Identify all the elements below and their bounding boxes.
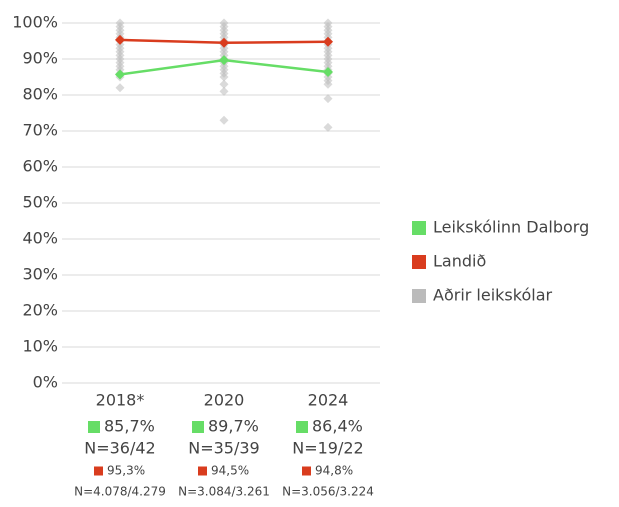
y-tick-label: 20% (22, 301, 58, 320)
scatter-point (323, 79, 333, 89)
y-tick-label: 90% (22, 49, 58, 68)
y-tick-label: 100% (12, 13, 58, 32)
marker (323, 36, 333, 47)
legend-swatch (198, 466, 207, 476)
y-tick-label: 70% (22, 121, 58, 140)
legend-swatch (412, 221, 426, 235)
legend-swatch (192, 421, 204, 433)
y-tick-label: 0% (33, 373, 58, 392)
legend-swatch (94, 466, 103, 476)
value-label: 86,4% (312, 417, 363, 436)
x-tick-label: 2024 (308, 391, 349, 410)
legend-label: Leikskólinn Dalborg (433, 218, 589, 237)
x-tick-label: 2018* (96, 391, 145, 410)
legend-swatch (412, 289, 426, 303)
marker (323, 66, 333, 77)
marker (219, 37, 229, 48)
legend-label: Landið (433, 252, 486, 271)
legend-swatch (88, 421, 100, 433)
scatter-point (323, 122, 333, 132)
scatter-point (323, 94, 333, 104)
scatter-point (219, 86, 229, 96)
scatter-point (219, 72, 229, 82)
y-tick-label: 50% (22, 193, 58, 212)
value-label: 95,3% (107, 464, 145, 478)
n-label: N=19/22 (292, 439, 363, 458)
n-label: N=3.056/3.224 (282, 485, 374, 499)
value-label: 94,5% (211, 464, 249, 478)
scatter-point (115, 83, 125, 93)
n-label: N=4.078/4.279 (74, 485, 166, 499)
legend-label: Aðrir leikskólar (433, 286, 552, 305)
legend-swatch (296, 421, 308, 433)
value-label: 94,8% (315, 464, 353, 478)
scatter-point (219, 115, 229, 125)
marker (219, 55, 229, 66)
marker (115, 69, 125, 80)
y-tick-label: 60% (22, 157, 58, 176)
marker (115, 34, 125, 45)
y-tick-label: 10% (22, 337, 58, 356)
n-label: N=36/42 (84, 439, 155, 458)
legend-swatch (302, 466, 311, 476)
n-label: N=3.084/3.261 (178, 485, 270, 499)
y-tick-label: 40% (22, 229, 58, 248)
y-tick-label: 30% (22, 265, 58, 284)
value-label: 89,7% (208, 417, 259, 436)
x-tick-label: 2020 (204, 391, 245, 410)
scatter-point (219, 79, 229, 89)
value-label: 85,7% (104, 417, 155, 436)
n-label: N=35/39 (188, 439, 259, 458)
y-tick-label: 80% (22, 85, 58, 104)
legend-swatch (412, 255, 426, 269)
